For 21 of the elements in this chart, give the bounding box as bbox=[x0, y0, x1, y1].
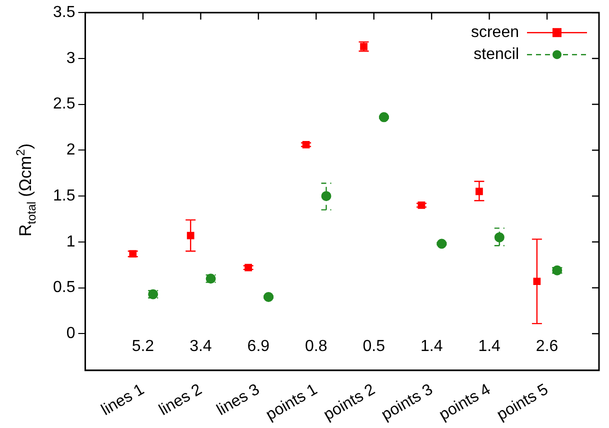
y-tick-label: 1 bbox=[66, 233, 76, 250]
x-tick-label: lines 1 bbox=[98, 381, 148, 420]
annotation: 1.4 bbox=[420, 338, 443, 355]
annotation: 0.5 bbox=[362, 338, 386, 355]
legend-label: stencil bbox=[474, 46, 519, 64]
legend-label: screen bbox=[470, 24, 519, 42]
annotation: 2.6 bbox=[536, 338, 558, 355]
y-tick-label: 0.5 bbox=[52, 279, 76, 296]
annotation: 6.9 bbox=[247, 338, 270, 355]
annotation: 1.4 bbox=[478, 338, 501, 355]
y-tick-label: 1.5 bbox=[52, 187, 76, 204]
annotation: 5.2 bbox=[132, 338, 154, 355]
y-tick-label: 2 bbox=[66, 142, 76, 159]
y-tick-label: 3.5 bbox=[52, 4, 76, 22]
x-tick-label: lines 3 bbox=[214, 381, 263, 420]
y-tick-label: 0 bbox=[66, 325, 76, 342]
annotation: 3.4 bbox=[190, 338, 212, 355]
annotation: 0.8 bbox=[305, 338, 328, 355]
y-tick-label: 2.5 bbox=[52, 96, 76, 113]
x-tick-label: lines 2 bbox=[156, 381, 205, 420]
y-tick-label: 3 bbox=[66, 50, 76, 67]
